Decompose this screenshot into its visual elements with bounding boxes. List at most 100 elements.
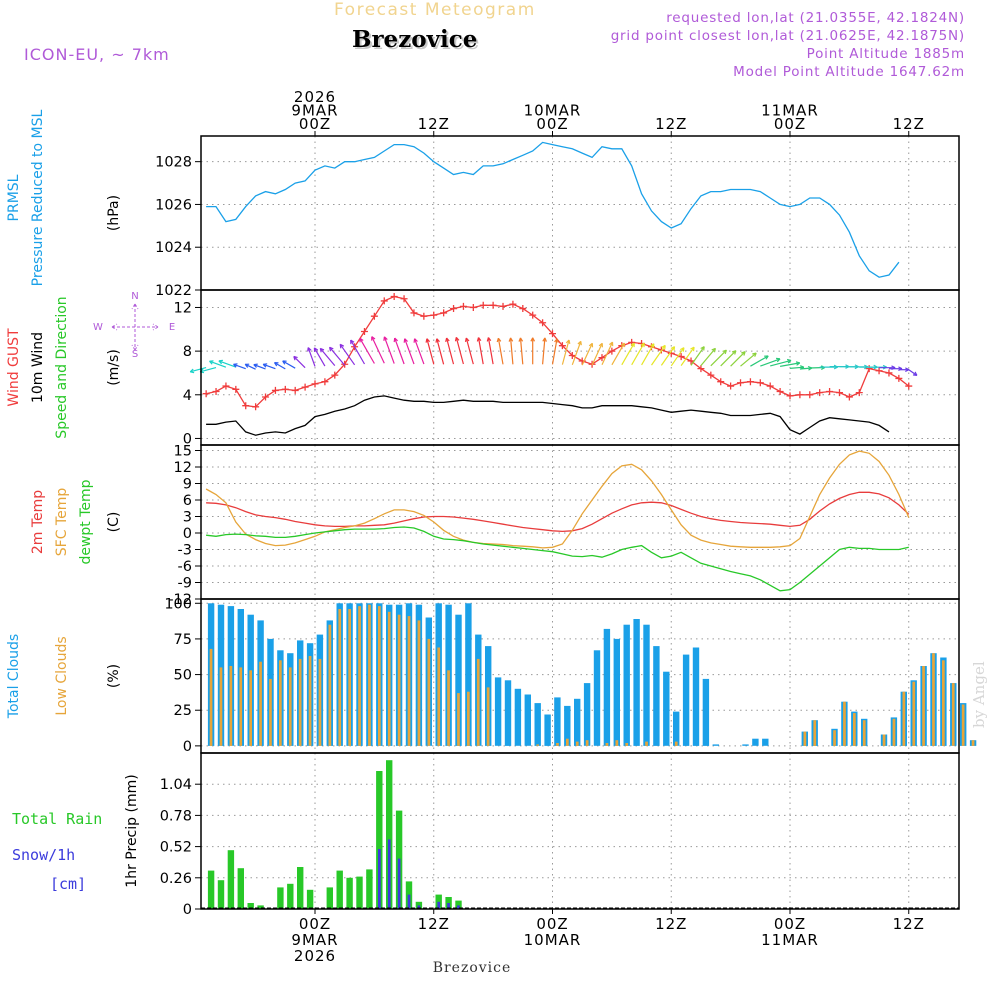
bar-total-clouds [514, 688, 522, 746]
bar-snow-1h [417, 905, 421, 909]
wind-arrow [262, 363, 276, 370]
bar-total-rain [336, 870, 343, 909]
compass-west: W [93, 322, 103, 333]
wind-arrow [282, 360, 296, 369]
time-label-top: 10MAR [524, 102, 582, 120]
wind-arrowhead [476, 337, 482, 342]
wind-arrowhead [786, 358, 792, 364]
wind-arrowhead [722, 349, 727, 355]
bar-low-clouds [387, 611, 391, 746]
wind-arrow [274, 362, 286, 370]
bar-total-clouds [455, 614, 462, 746]
gust-marker [786, 392, 794, 400]
footer-location: Brezovice [433, 960, 512, 976]
gust-marker [737, 379, 745, 387]
wind-arrow [551, 338, 558, 365]
gust-marker [598, 354, 606, 362]
series-line-10m-wind [206, 395, 890, 436]
wind-arrowhead [731, 350, 737, 355]
bar-low-clouds [843, 701, 846, 746]
wind-arrowhead [609, 341, 614, 347]
gust-marker [895, 374, 903, 382]
wind-arrow [571, 341, 582, 366]
bar-low-clouds [922, 666, 925, 746]
bar-low-clouds [318, 658, 322, 746]
bar-low-clouds [427, 638, 431, 746]
wind-arrowhead [371, 336, 376, 341]
unit-label: (hPa) [106, 195, 122, 231]
y-tick-label: 1024 [155, 240, 192, 256]
bar-total-clouds [583, 683, 591, 746]
bar-total-clouds [673, 711, 680, 746]
gust-marker [816, 389, 824, 397]
wind-arrow [436, 338, 445, 365]
gust-marker [717, 378, 725, 386]
requested-coordinates: requested lon,lat (21.0355E, 42.1824N) [666, 10, 965, 26]
bar-total-clouds [682, 654, 690, 746]
wind-arrowhead [690, 346, 695, 352]
wind-arrow [581, 343, 593, 366]
bar-total-clouds [712, 744, 719, 746]
panel-title-line: PRMSL [6, 174, 22, 221]
bar-low-clouds [348, 609, 351, 746]
wind-arrow [710, 349, 727, 367]
time-label-bottom: 00Z [536, 915, 568, 933]
time-label-bottom: 9MAR [291, 931, 338, 949]
wind-arrowhead [383, 336, 388, 341]
gust-marker [459, 302, 467, 310]
bar-low-clouds [575, 741, 579, 746]
bar-low-clouds [457, 693, 460, 746]
bar-total-clouds [663, 671, 670, 746]
bar-low-clouds [932, 653, 935, 746]
gust-marker [529, 311, 537, 319]
bar-total-rain [217, 880, 225, 909]
gust-marker [865, 365, 873, 373]
wind-arrow [720, 350, 737, 367]
bar-total-clouds [623, 624, 630, 746]
gust-marker [835, 389, 843, 397]
wind-arrowhead [554, 338, 559, 343]
wind-arrow [510, 337, 514, 365]
bar-total-clouds [653, 646, 660, 746]
wind-arrowhead [680, 347, 685, 352]
unit-label: (%) [106, 664, 122, 688]
wind-arrowhead [435, 338, 440, 343]
grid-point-coordinates: grid point closest lon,lat (21.0625E, 42… [610, 28, 965, 44]
gust-marker [796, 391, 804, 399]
wind-arrow [651, 345, 666, 366]
wind-arrowhead [661, 344, 666, 350]
time-label-top: 2026 [294, 88, 336, 106]
y-tick-label: 12 [174, 300, 192, 316]
bar-total-clouds [494, 677, 502, 746]
bar-low-clouds [269, 678, 272, 746]
panel-frame-precip [200, 752, 960, 910]
wind-arrow [190, 367, 207, 373]
time-label-bottom: 12Z [418, 915, 450, 933]
bar-low-clouds [605, 743, 609, 746]
wind-arrowhead [233, 363, 238, 368]
bar-low-clouds [368, 604, 371, 746]
bar-low-clouds [328, 624, 332, 746]
gust-marker [766, 382, 774, 390]
wind-arrow [519, 337, 524, 365]
bar-total-clouds [564, 705, 571, 746]
gust-marker [331, 371, 339, 379]
wind-arrowhead [496, 337, 502, 343]
time-label-bottom: 12Z [893, 915, 925, 933]
wind-arrowhead [912, 371, 918, 376]
gust-marker [845, 393, 853, 401]
bar-low-clouds [674, 741, 678, 746]
wind-arrowhead [905, 367, 910, 373]
gust-marker [202, 390, 210, 398]
bar-low-clouds [358, 606, 361, 746]
bar-total-rain [455, 900, 462, 909]
wind-arrowhead [530, 337, 536, 342]
bar-low-clouds [407, 616, 411, 746]
bar-total-rain [247, 903, 254, 909]
y-tick-label: 50 [174, 668, 192, 684]
bar-total-clouds [692, 647, 700, 746]
time-label-top: 00Z [536, 115, 568, 133]
time-label-top: 12Z [655, 115, 687, 133]
wind-arrowhead [262, 363, 268, 368]
time-label-bottom: 10MAR [524, 931, 582, 949]
